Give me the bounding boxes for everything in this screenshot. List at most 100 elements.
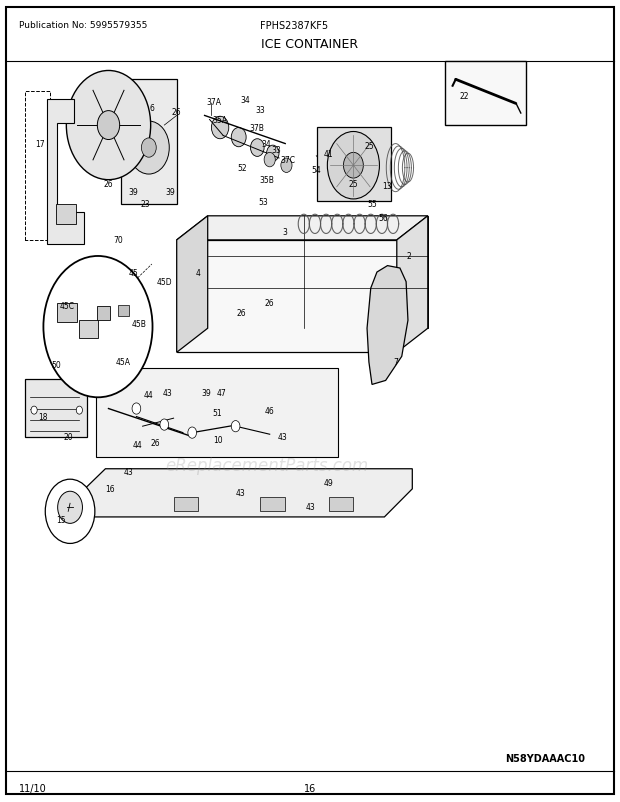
FancyBboxPatch shape [118, 306, 129, 317]
Text: 26: 26 [172, 107, 182, 117]
FancyBboxPatch shape [329, 497, 353, 512]
Text: 45A: 45A [115, 358, 130, 367]
Polygon shape [177, 217, 428, 241]
Circle shape [250, 140, 264, 157]
Text: FPHS2387KF5: FPHS2387KF5 [260, 21, 329, 30]
FancyBboxPatch shape [121, 80, 177, 205]
Text: 50: 50 [51, 360, 61, 370]
Text: 15: 15 [56, 515, 66, 525]
Text: 55: 55 [367, 200, 377, 209]
Text: 44: 44 [133, 440, 143, 450]
Text: 47: 47 [217, 388, 227, 398]
FancyBboxPatch shape [96, 369, 338, 457]
Text: 43: 43 [277, 432, 287, 442]
Circle shape [231, 128, 246, 148]
Text: 13: 13 [383, 181, 392, 191]
Circle shape [231, 421, 240, 432]
Text: 56: 56 [378, 213, 388, 223]
Text: 45: 45 [128, 268, 138, 277]
Circle shape [45, 480, 95, 544]
Text: 43: 43 [162, 388, 172, 398]
Text: 49: 49 [324, 478, 334, 488]
Text: 18: 18 [38, 412, 48, 422]
Text: 11/10: 11/10 [19, 783, 46, 792]
Text: 37B: 37B [250, 124, 265, 133]
Circle shape [66, 71, 151, 180]
Text: 43: 43 [124, 467, 134, 476]
Text: 54: 54 [311, 165, 321, 175]
Text: 53: 53 [259, 197, 268, 207]
Circle shape [327, 132, 379, 200]
Circle shape [160, 419, 169, 431]
Polygon shape [81, 469, 412, 517]
Text: ICE CONTAINER: ICE CONTAINER [262, 38, 358, 51]
Text: 10: 10 [213, 435, 223, 444]
FancyBboxPatch shape [57, 303, 77, 322]
Text: 51: 51 [212, 408, 222, 418]
Circle shape [281, 159, 292, 173]
Text: 23: 23 [141, 200, 151, 209]
FancyBboxPatch shape [445, 62, 526, 126]
Text: 20: 20 [63, 432, 73, 442]
Circle shape [267, 146, 279, 162]
Text: 35A: 35A [213, 115, 228, 125]
Circle shape [264, 153, 275, 168]
Text: 46: 46 [265, 406, 275, 415]
Text: 7: 7 [393, 358, 398, 367]
Text: 34: 34 [262, 140, 272, 149]
Text: Publication No: 5995579355: Publication No: 5995579355 [19, 21, 147, 30]
Text: 17: 17 [35, 140, 45, 149]
Text: 26: 26 [265, 298, 275, 308]
Text: 4: 4 [196, 268, 201, 277]
FancyBboxPatch shape [79, 321, 98, 338]
Polygon shape [397, 217, 428, 353]
Circle shape [188, 427, 197, 439]
Circle shape [128, 122, 169, 175]
FancyBboxPatch shape [174, 497, 198, 512]
Text: 39: 39 [166, 188, 175, 197]
FancyBboxPatch shape [260, 497, 285, 512]
Text: 39: 39 [128, 188, 138, 197]
Circle shape [31, 407, 37, 415]
Text: 3: 3 [283, 228, 288, 237]
Text: 37A: 37A [206, 98, 221, 107]
Text: N58YDAAAC10: N58YDAAAC10 [505, 753, 586, 763]
Circle shape [43, 257, 153, 398]
Text: eReplacementParts.com: eReplacementParts.com [165, 456, 368, 474]
Text: 41: 41 [324, 149, 334, 159]
Text: 22: 22 [459, 91, 469, 101]
FancyBboxPatch shape [56, 205, 76, 225]
Circle shape [343, 153, 363, 179]
Text: 26: 26 [237, 308, 247, 318]
FancyBboxPatch shape [317, 128, 391, 202]
Circle shape [141, 139, 156, 158]
Circle shape [132, 403, 141, 415]
Text: 45B: 45B [132, 319, 147, 329]
Circle shape [58, 492, 82, 524]
Text: 39: 39 [202, 388, 211, 398]
Text: 33: 33 [271, 146, 281, 156]
Text: 43: 43 [236, 488, 246, 498]
FancyBboxPatch shape [25, 379, 87, 437]
Text: 35B: 35B [259, 176, 274, 185]
Polygon shape [367, 266, 408, 385]
Text: 16: 16 [304, 783, 316, 792]
Polygon shape [46, 100, 84, 245]
Polygon shape [208, 217, 428, 329]
Circle shape [211, 117, 229, 140]
Text: 70: 70 [113, 236, 123, 245]
Text: 44: 44 [144, 390, 154, 399]
Text: 6: 6 [149, 103, 154, 113]
Circle shape [76, 407, 82, 415]
Text: 45C: 45C [60, 302, 74, 311]
FancyBboxPatch shape [97, 306, 110, 321]
Polygon shape [177, 217, 208, 353]
Polygon shape [177, 241, 397, 353]
Text: 2: 2 [407, 252, 412, 261]
Text: 34: 34 [240, 95, 250, 105]
Text: 33: 33 [255, 106, 265, 115]
Text: 25: 25 [348, 180, 358, 189]
Circle shape [97, 111, 120, 140]
Text: 43: 43 [305, 502, 315, 512]
Text: 37C: 37C [281, 156, 296, 165]
